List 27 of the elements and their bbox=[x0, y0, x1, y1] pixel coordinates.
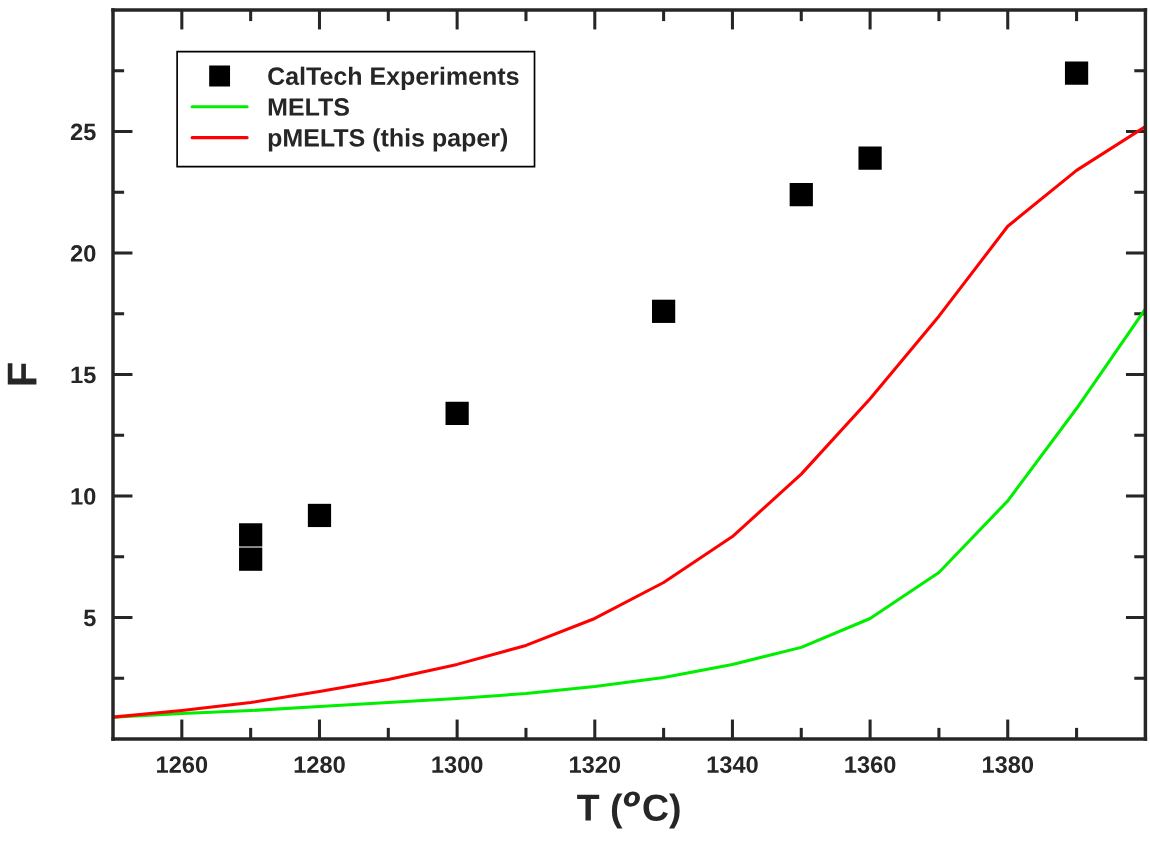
y-tick-label: 5 bbox=[83, 609, 96, 627]
x-tick-label: 1280 bbox=[294, 756, 345, 774]
x-tick-label: 1320 bbox=[570, 756, 621, 774]
line-series bbox=[113, 307, 1146, 719]
x-tick-label: 1260 bbox=[157, 756, 208, 774]
point bbox=[239, 523, 263, 547]
legend-label: MELTS bbox=[268, 98, 350, 116]
point bbox=[789, 183, 813, 207]
point bbox=[445, 401, 469, 425]
point bbox=[858, 146, 882, 170]
y-axis-title: F bbox=[7, 363, 37, 385]
y-tick-label: 10 bbox=[71, 488, 96, 505]
x-tick-label: 1380 bbox=[982, 756, 1034, 774]
y-tick-label: 15 bbox=[71, 366, 96, 384]
point bbox=[1064, 61, 1089, 85]
legend-label: CalTech Experiments bbox=[268, 66, 519, 90]
point bbox=[307, 503, 332, 528]
x-tick-label: 1340 bbox=[707, 756, 758, 774]
point bbox=[239, 547, 263, 571]
x-tick-label: 1360 bbox=[845, 756, 896, 774]
y-tick-label: 20 bbox=[70, 245, 96, 262]
line-series bbox=[113, 125, 1146, 719]
x-tick-label: 1300 bbox=[432, 756, 483, 774]
x-axis-title: T ($^{o}$C) bbox=[577, 791, 680, 829]
point bbox=[651, 299, 676, 323]
y-tick-label: 25 bbox=[70, 123, 96, 141]
legend-label: pMELTS (this paper) bbox=[268, 128, 508, 152]
